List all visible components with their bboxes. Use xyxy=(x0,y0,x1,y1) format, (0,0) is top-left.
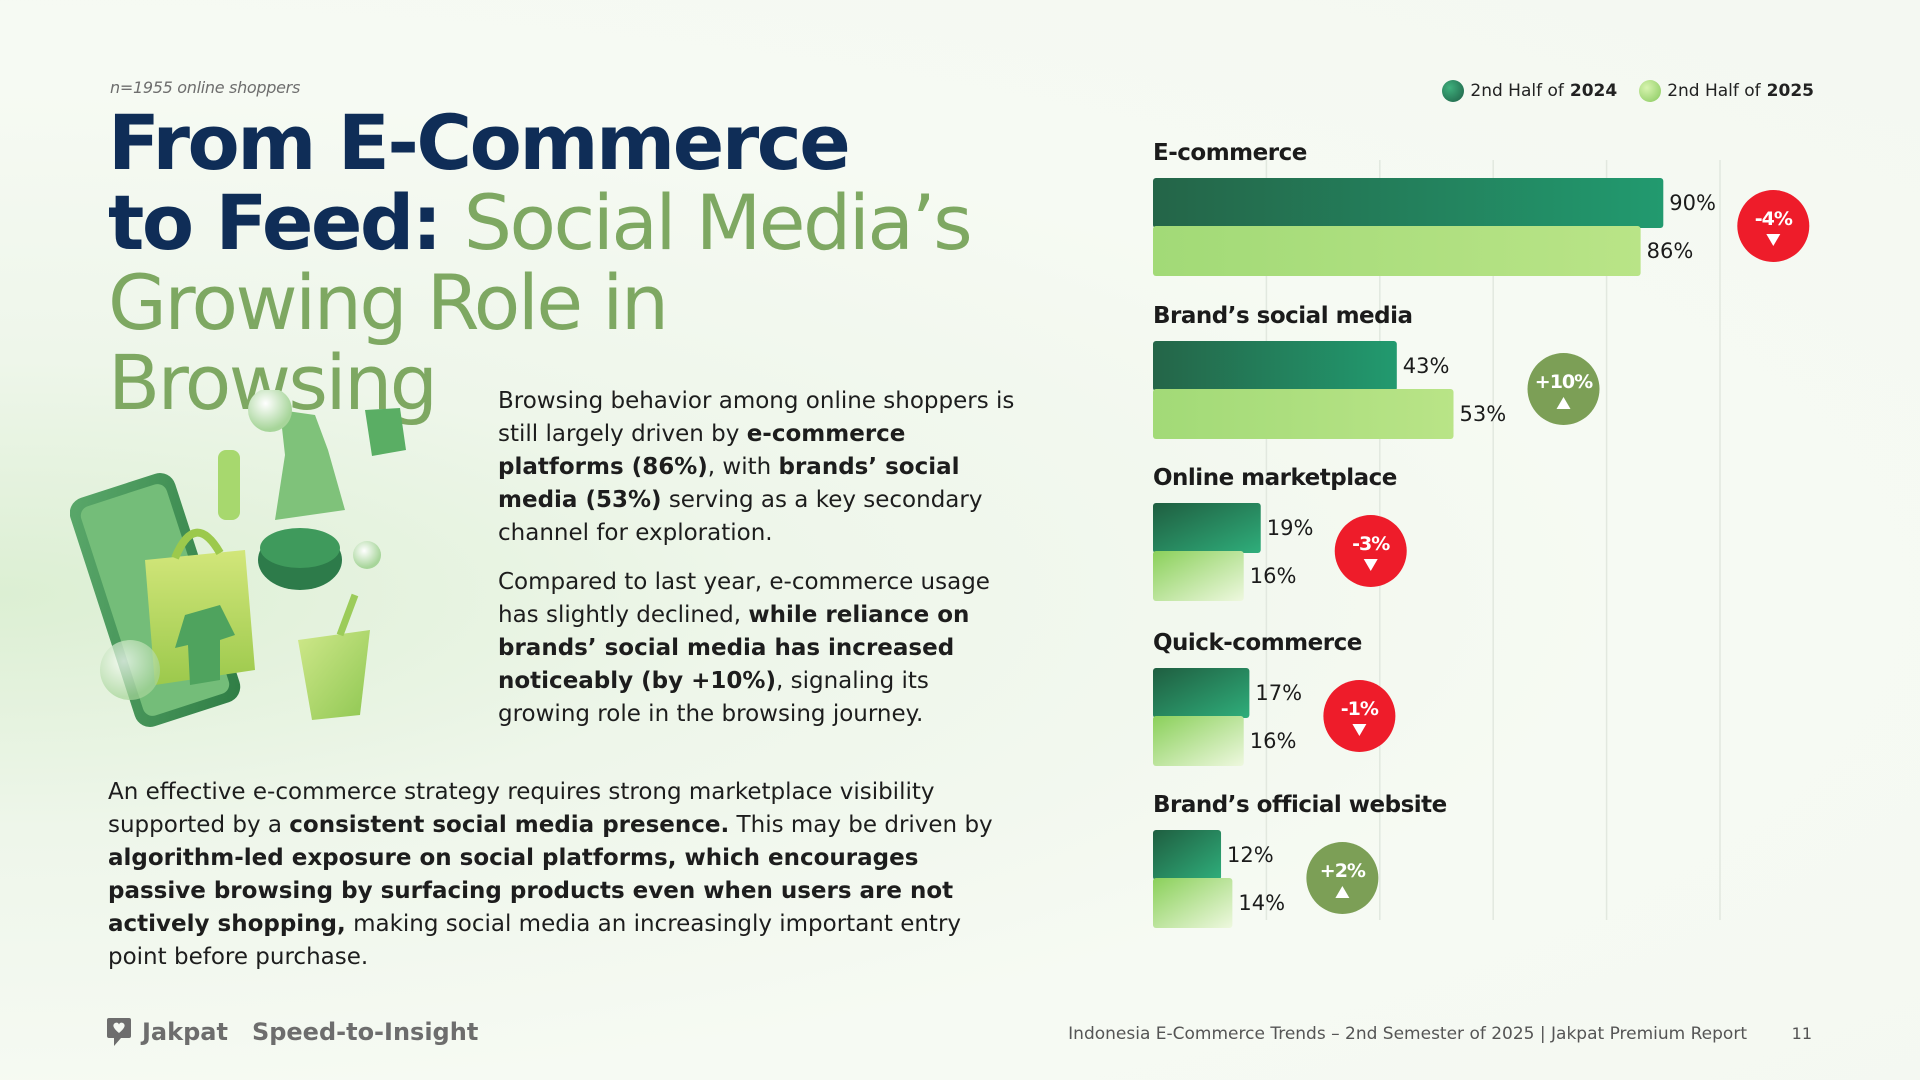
arrow-down-icon-0 xyxy=(1766,234,1781,246)
sphere-1 xyxy=(248,390,292,432)
bar-2025-1 xyxy=(1153,389,1454,439)
value-label-2024-0: 90% xyxy=(1669,191,1716,215)
jakpat-logo-icon xyxy=(107,1018,131,1046)
value-label-2024-3: 17% xyxy=(1255,681,1302,705)
text-run-2: , with xyxy=(707,454,779,480)
legend-year-2024: 2024 xyxy=(1569,81,1618,101)
paragraph-strategy: An effective e-commerce strategy require… xyxy=(108,776,1013,974)
bar-2024-3 xyxy=(1153,668,1250,718)
sphere-3 xyxy=(100,640,160,700)
bold-run-3: brands’ social media (53%) xyxy=(498,454,960,513)
page-title: From E-Commerce to Feed: Social Media’s … xyxy=(108,103,1008,423)
text-run-0: Compared to last year, e-commerce usage … xyxy=(498,569,990,628)
chart-grid xyxy=(1265,160,1721,920)
shopping-illustration xyxy=(70,390,406,727)
bar-2025-2 xyxy=(1153,551,1244,601)
bar-2025-3 xyxy=(1153,716,1244,766)
value-label-2024-4: 12% xyxy=(1227,843,1274,867)
bag-handle xyxy=(171,528,224,560)
value-label-2025-0: 86% xyxy=(1647,239,1694,263)
dress-shape xyxy=(275,410,345,520)
footer-brand-name: Jakpat xyxy=(142,1018,228,1046)
bold-run-3: algorithm-led exposure on social platfor… xyxy=(108,845,954,937)
value-label-2025-1: 53% xyxy=(1460,402,1507,426)
legend-item-2025: 2nd Half of 2025 xyxy=(1639,80,1814,102)
category-label-3: Quick-commerce xyxy=(1153,630,1362,656)
paragraph-yoy-comparison: Compared to last year, e-commerce usage … xyxy=(498,566,1018,731)
change-value-4: +2% xyxy=(1320,860,1366,882)
bar-2024-2 xyxy=(1153,503,1261,553)
text-run-0: An effective e-commerce strategy require… xyxy=(108,779,935,838)
arrow-up-icon-1 xyxy=(1556,397,1571,409)
change-badge-2 xyxy=(1334,515,1407,587)
footer-brand: Jakpat Speed-to-Insight xyxy=(106,1016,478,1048)
text-run-2: , signaling its growing role in the brow… xyxy=(498,668,929,727)
value-label-2025-3: 16% xyxy=(1250,729,1297,753)
shopping-bag-small xyxy=(365,408,406,456)
paragraph-browsing-behavior: Browsing behavior among online shoppers … xyxy=(498,385,1028,550)
category-label-0: E-commerce xyxy=(1153,140,1307,166)
text-run-2: This may be driven by xyxy=(729,812,993,838)
category-label-2: Online marketplace xyxy=(1153,465,1397,491)
change-value-0: -4% xyxy=(1755,208,1793,230)
bar-2024-1 xyxy=(1153,341,1397,391)
legend-prefix-2024: 2nd Half of xyxy=(1470,81,1564,101)
title-line-1: From E-Commerce xyxy=(108,98,851,187)
bold-run-1: e-commerce platforms (86%) xyxy=(498,421,906,480)
burger-top xyxy=(260,528,340,568)
title-line-2-green: Social Media’s xyxy=(463,178,973,267)
bold-run-1: consistent social media presence. xyxy=(289,812,730,838)
text-run-4: making social media an increasingly impo… xyxy=(108,911,962,970)
sample-size-note: n=1955 online shoppers xyxy=(110,78,300,97)
legend-swatch-2024 xyxy=(1442,80,1465,102)
footer-tagline: Speed-to-Insight xyxy=(251,1018,479,1046)
title-line-2-dark: to Feed: xyxy=(108,178,442,267)
chart-bars: E-commerce 90% 86% -4% Brand’s social media 4… xyxy=(1153,140,1810,928)
text-run-0: Browsing behavior among online shoppers … xyxy=(498,388,1015,447)
arrow-up-icon-4 xyxy=(1335,886,1350,898)
cup-straw xyxy=(336,593,359,637)
bottle-shape xyxy=(218,450,240,520)
shirt-shape xyxy=(175,605,235,685)
legend-prefix-2025: 2nd Half of xyxy=(1667,81,1761,101)
footer-report-title: Indonesia E-Commerce Trends – 2nd Semest… xyxy=(1068,1024,1747,1044)
value-label-2025-2: 16% xyxy=(1250,564,1297,588)
change-badge-4 xyxy=(1306,842,1379,914)
bar-2025-0 xyxy=(1153,226,1641,276)
bar-2024-4 xyxy=(1153,830,1222,880)
change-value-3: -1% xyxy=(1341,698,1379,720)
category-label-1: Brand’s social media xyxy=(1153,303,1413,329)
change-badge-1 xyxy=(1527,353,1600,425)
sphere-2 xyxy=(353,541,381,569)
value-label-2025-4: 14% xyxy=(1238,891,1285,915)
value-label-2024-2: 19% xyxy=(1267,516,1314,540)
title-line-3: Growing Role in Browsing xyxy=(108,258,669,427)
bar-chart: E-commerce 90% 86% -4% Brand’s social media 4… xyxy=(1153,140,1810,928)
legend-swatch-2025 xyxy=(1639,80,1662,102)
bold-run-1: while reliance on brands’ social media h… xyxy=(498,602,970,694)
bar-2025-4 xyxy=(1153,878,1233,928)
change-badge-0 xyxy=(1737,190,1810,262)
change-badge-3 xyxy=(1323,680,1396,752)
value-label-2024-1: 43% xyxy=(1403,354,1450,378)
change-value-1: +10% xyxy=(1535,371,1593,393)
chart-legend: 2nd Half of 2024 2nd Half of 2025 xyxy=(1442,80,1814,102)
legend-item-2024: 2nd Half of 2024 xyxy=(1442,80,1617,102)
arrow-down-icon-2 xyxy=(1363,559,1378,571)
category-label-4: Brand’s official website xyxy=(1153,792,1447,818)
legend-year-2025: 2025 xyxy=(1766,81,1814,101)
text-run-4: serving as a key secondary channel for e… xyxy=(498,487,983,546)
arrow-down-icon-3 xyxy=(1352,724,1367,736)
bar-2024-0 xyxy=(1153,178,1664,228)
page-number: 11 xyxy=(1791,1024,1812,1043)
cup-shape xyxy=(298,630,370,720)
change-value-2: -3% xyxy=(1352,533,1390,555)
